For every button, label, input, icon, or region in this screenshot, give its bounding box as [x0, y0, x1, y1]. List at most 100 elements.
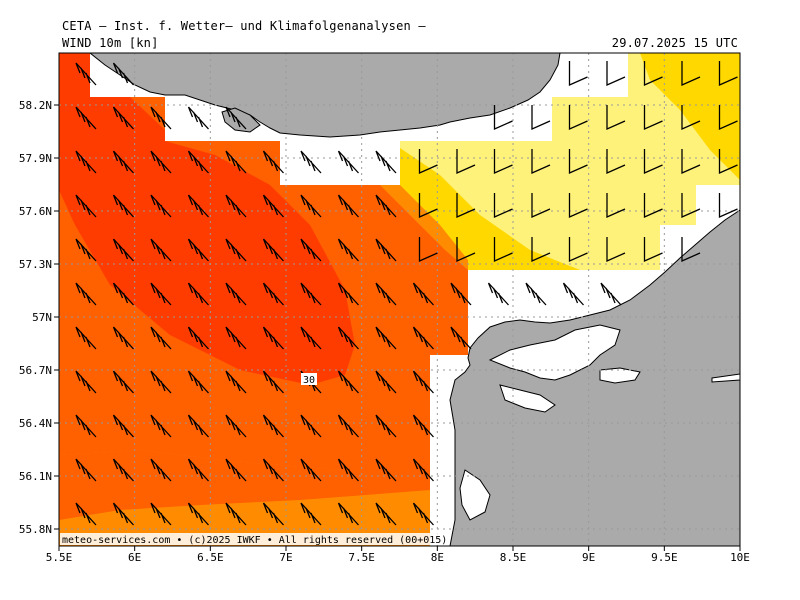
wind-barb: [337, 502, 359, 526]
wind-barb: [187, 282, 209, 306]
plot-frame: [58, 52, 741, 547]
wind-barb: [187, 238, 209, 262]
wind-barb: [681, 105, 701, 131]
wind-barb: [112, 150, 134, 174]
lon-tick-label: 9.5E: [651, 551, 678, 564]
wind-barb: [150, 194, 172, 218]
lat-tick-label: 56.1N: [19, 470, 52, 483]
wind-barb: [418, 193, 438, 219]
wind-barb: [412, 414, 434, 438]
wind-barb: [262, 238, 284, 262]
wind-barb: [112, 458, 134, 482]
wind-barb: [606, 193, 626, 219]
wind-barb: [300, 414, 322, 438]
wind-barb: [300, 194, 322, 218]
lon-tick-label: 8.5E: [500, 551, 527, 564]
lat-tick-label: 56.4N: [19, 417, 52, 430]
wind-barb: [337, 326, 359, 350]
wind-barb: [606, 149, 626, 175]
wind-barb: [493, 237, 513, 263]
footer-credit: meteo-services.com • (c)2025 IWKF • All …: [60, 533, 447, 546]
wind-barb: [337, 238, 359, 262]
wind-barb: [493, 149, 513, 175]
lat-tick-label: 58.2N: [19, 99, 52, 112]
land-masses: [89, 53, 740, 546]
map-title: CETA — Inst. f. Wetter— und Klimafolgena…: [62, 19, 426, 33]
limfjord-water-1: [488, 324, 621, 381]
contour-label: 30: [301, 373, 317, 386]
wind-barb: [681, 237, 701, 263]
wind-barb: [337, 282, 359, 306]
wind-barb: [112, 502, 134, 526]
wind-barb: [568, 149, 588, 175]
wind-barb: [493, 105, 513, 131]
jutland: [449, 209, 740, 546]
wind-barb: [600, 282, 622, 306]
wind-barb: [300, 326, 322, 350]
wind-barb: [568, 61, 588, 87]
lon-tick-label: 7E: [279, 551, 292, 564]
wind-barb: [75, 414, 97, 438]
lat-tick-label: 56.7N: [19, 364, 52, 377]
axis-ticks: 5.5E 6E 6.5E 7E 7.5E 8E 8.5E 9E 9.5E 10E 55.8N 56.1…: [19, 99, 750, 564]
wind-barbs: [75, 61, 738, 526]
wind-barb: [262, 370, 284, 394]
wind-barb: [225, 414, 247, 438]
wind-barb: [337, 194, 359, 218]
wind-barb: [375, 238, 397, 262]
wind-barb: [375, 326, 397, 350]
wind-barb: [681, 149, 701, 175]
wind-barb: [75, 106, 97, 130]
wind-barb: [150, 458, 172, 482]
wind-barb: [568, 193, 588, 219]
wind-barb: [606, 237, 626, 263]
wind-barb: [337, 414, 359, 438]
wind-barb: [375, 150, 397, 174]
wind-barb: [718, 105, 738, 131]
wind-barb: [418, 237, 438, 263]
wind-barb: [75, 502, 97, 526]
wind-barb: [187, 326, 209, 350]
wind-barb: [450, 282, 472, 306]
grid-lines: [59, 53, 740, 546]
wind-barb: [531, 149, 551, 175]
wind-barb: [562, 282, 584, 306]
wind-barb: [225, 150, 247, 174]
wind-barb: [75, 370, 97, 394]
wind-barb: [525, 282, 547, 306]
wind-barb: [187, 194, 209, 218]
wind-barb: [262, 326, 284, 350]
wind-barb: [112, 326, 134, 350]
wind-barb: [531, 237, 551, 263]
wind-barb: [262, 282, 284, 306]
wind-barb: [718, 149, 738, 175]
limfjord-water-2: [499, 384, 556, 413]
wind-barb: [487, 282, 509, 306]
wind-barb: [375, 414, 397, 438]
wind-barb: [112, 282, 134, 306]
wind-barb: [225, 458, 247, 482]
wind-barb: [375, 370, 397, 394]
wind-barb: [187, 106, 209, 130]
wind-barb: [112, 194, 134, 218]
wind-barb: [225, 282, 247, 306]
lat-tick-label: 57N: [32, 311, 52, 324]
wind-barb: [75, 282, 97, 306]
wind-barb: [262, 414, 284, 438]
wind-barb: [606, 105, 626, 131]
wind-barb: [300, 458, 322, 482]
wind-barb: [606, 61, 626, 87]
wind-barb: [225, 370, 247, 394]
wind-barb: [112, 106, 134, 130]
wind-barb: [643, 149, 663, 175]
wind-barb: [375, 458, 397, 482]
wind-barb: [262, 502, 284, 526]
wind-barb: [225, 106, 247, 130]
wind-barb: [375, 194, 397, 218]
lat-tick-label: 57.6N: [19, 205, 52, 218]
wind-barb: [75, 326, 97, 350]
wind-barb: [643, 193, 663, 219]
wind-barb: [337, 370, 359, 394]
wind-barb: [718, 193, 738, 219]
